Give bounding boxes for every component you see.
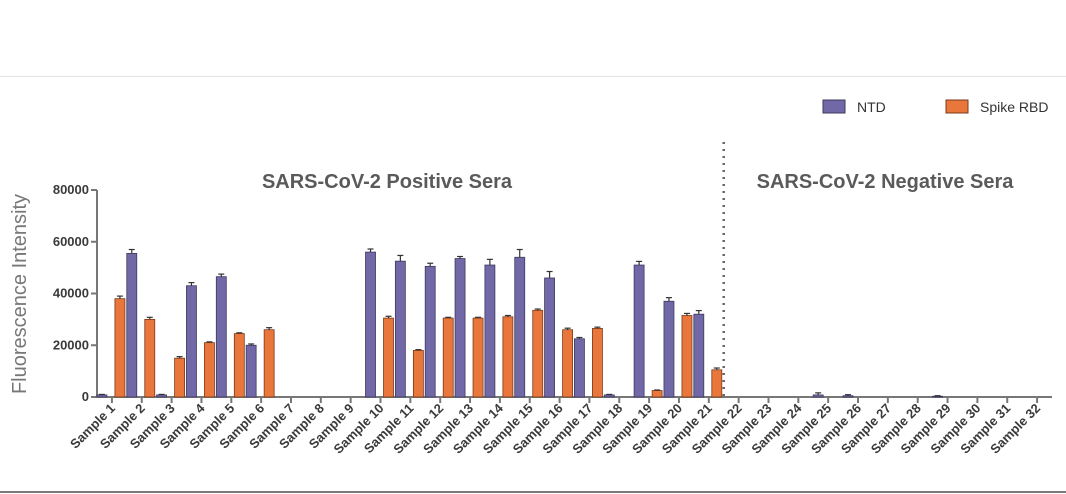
bar-ntd bbox=[574, 338, 585, 398]
bar-ntd bbox=[365, 251, 376, 398]
bar-ntd bbox=[812, 394, 824, 398]
bar-spike-rbd bbox=[383, 317, 394, 398]
bar-ntd bbox=[96, 394, 108, 398]
bar-ntd bbox=[245, 344, 257, 398]
bar-spike-rbd bbox=[442, 317, 454, 398]
bar-spike-rbd bbox=[651, 390, 663, 398]
bar-ntd bbox=[424, 265, 436, 398]
legend-label-spike-rbd: Spike RBD bbox=[980, 99, 1048, 115]
bar-ntd bbox=[454, 258, 466, 398]
bar-ntd bbox=[514, 256, 526, 398]
bar-ntd bbox=[484, 264, 496, 398]
bar-ntd bbox=[633, 264, 645, 398]
bar-ntd bbox=[663, 300, 675, 398]
bar-ntd bbox=[186, 285, 197, 398]
bar-spike-rbd bbox=[174, 357, 186, 398]
bar-ntd bbox=[693, 313, 705, 398]
y-tick-label: 20000 bbox=[53, 337, 89, 352]
y-axis-label: Fluorescence Intensity bbox=[9, 194, 31, 394]
y-tick-label: 80000 bbox=[53, 182, 89, 197]
annotation-positive-sera: SARS-CoV-2 Positive Sera bbox=[262, 171, 513, 193]
bar-spike-rbd bbox=[144, 318, 156, 398]
bar-spike-rbd bbox=[681, 315, 693, 398]
footer-divider bbox=[0, 491, 1066, 493]
bar-ntd bbox=[394, 260, 406, 398]
bar-ntd bbox=[156, 394, 168, 398]
bar-ntd bbox=[842, 395, 854, 398]
annotation-negative-sera: SARS-CoV-2 Negative Sera bbox=[757, 171, 1015, 193]
bar-ntd bbox=[603, 394, 615, 398]
bar-spike-rbd bbox=[114, 298, 126, 398]
bar-spike-rbd bbox=[472, 317, 484, 398]
bar-ntd bbox=[126, 252, 138, 398]
legend: NTD Spike RBD bbox=[822, 99, 1048, 115]
legend-label-ntd: NTD bbox=[857, 99, 886, 115]
bar-spike-rbd bbox=[233, 333, 245, 398]
bar-spike-rbd bbox=[412, 350, 424, 398]
y-tick-label: 40000 bbox=[53, 286, 89, 301]
y-tick-label: 0 bbox=[82, 389, 89, 404]
bar-spike-rbd bbox=[532, 309, 544, 398]
y-tick-label: 60000 bbox=[53, 234, 89, 249]
bar-spike-rbd bbox=[711, 369, 723, 398]
legend-swatch-spike-rbd bbox=[945, 99, 969, 114]
bar-spike-rbd bbox=[263, 329, 275, 398]
bar-spike-rbd bbox=[502, 316, 514, 398]
legend-swatch-ntd bbox=[822, 99, 846, 114]
bar-spike-rbd bbox=[204, 342, 215, 398]
bar-ntd bbox=[544, 277, 555, 398]
bar-ntd bbox=[215, 276, 227, 398]
bar-ntd bbox=[932, 395, 943, 398]
bar-spike-rbd bbox=[592, 328, 603, 398]
header-divider bbox=[0, 76, 1066, 77]
bar-spike-rbd bbox=[562, 329, 573, 398]
